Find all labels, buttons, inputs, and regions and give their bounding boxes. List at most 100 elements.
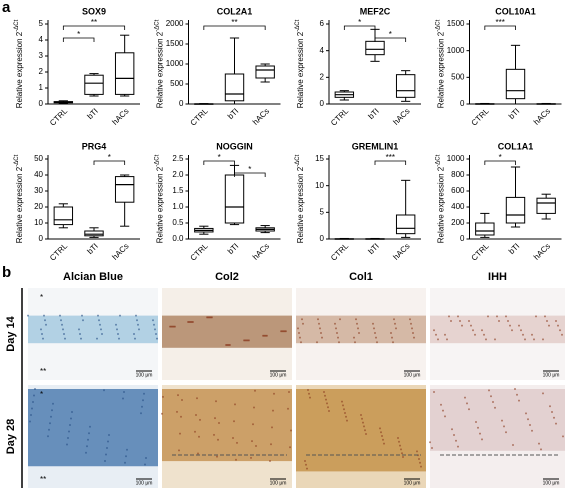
cell <box>522 333 524 336</box>
cell <box>105 453 107 456</box>
y-axis-label: Relative expression 2-ΔCt <box>435 19 446 108</box>
x-tick-label: bTI <box>85 107 100 122</box>
cell <box>542 392 544 395</box>
x-tick-label: hACs <box>391 242 411 262</box>
box <box>224 174 245 224</box>
cell <box>60 319 62 322</box>
y-tick-label: 0 <box>320 234 325 243</box>
y-axis-label-sup: -ΔCt <box>435 19 441 31</box>
cell <box>335 327 337 330</box>
tissue <box>162 315 292 348</box>
cell <box>319 327 321 330</box>
significance-bracket <box>93 160 126 165</box>
cell <box>437 338 439 341</box>
cell <box>135 314 137 317</box>
cell <box>41 333 43 335</box>
cell <box>217 438 219 441</box>
y-tick-label: 4 <box>320 46 325 55</box>
cell <box>468 320 470 322</box>
y-tick-label: 1.0 <box>172 202 184 211</box>
significance-label: * <box>218 153 221 162</box>
cell <box>475 421 477 423</box>
chart-title: PRG4 <box>82 141 107 151</box>
cell <box>511 329 513 332</box>
chart-title: COL2A1 <box>217 6 253 16</box>
asterisk: ** <box>40 475 46 484</box>
cell <box>251 440 253 443</box>
asterisk: ** <box>40 367 46 376</box>
cell <box>63 333 65 335</box>
y-tick-label: 6 <box>320 19 325 28</box>
y-tick-label: 4 <box>39 35 44 44</box>
cell <box>253 406 255 409</box>
cell <box>125 455 127 458</box>
cell <box>457 445 459 448</box>
cell <box>401 452 403 455</box>
cell <box>78 328 80 331</box>
cell <box>225 344 227 346</box>
cell <box>531 333 533 336</box>
significance-bracket <box>374 37 407 42</box>
cell <box>479 432 481 435</box>
y-axis-label-sup: -ΔCt <box>435 154 441 166</box>
cell <box>297 327 299 330</box>
y-axis-label-text: Relative expression 2 <box>296 31 305 108</box>
cell <box>254 389 256 392</box>
cell <box>216 455 218 458</box>
cell <box>309 396 311 399</box>
cell <box>393 318 395 321</box>
significance-label: *** <box>495 18 504 27</box>
cell <box>302 322 304 325</box>
cell <box>180 415 182 418</box>
cell <box>395 327 397 330</box>
x-tick-label: bTI <box>507 242 522 257</box>
cell <box>299 336 301 339</box>
cell <box>122 397 124 400</box>
cell <box>154 328 156 331</box>
cell <box>379 427 381 430</box>
cell <box>34 388 36 390</box>
cell <box>435 333 437 336</box>
cell <box>487 315 489 318</box>
cell <box>64 337 66 340</box>
cell <box>290 429 292 432</box>
cell <box>507 320 509 322</box>
cell <box>353 336 355 339</box>
significance-bracket <box>374 160 407 165</box>
column-header: Col1 <box>349 271 373 283</box>
cell <box>61 323 63 326</box>
cell <box>142 399 144 402</box>
cell <box>496 315 498 318</box>
cell <box>218 422 220 424</box>
cell <box>525 412 527 415</box>
cell <box>80 337 82 340</box>
cell <box>155 333 157 335</box>
cell <box>363 425 365 428</box>
cell <box>236 441 238 444</box>
x-tick-label: bTI <box>507 107 522 122</box>
cell <box>448 315 450 318</box>
box <box>255 65 275 79</box>
cell <box>444 333 446 336</box>
cell <box>520 329 522 332</box>
cell <box>141 405 143 408</box>
x-tick-label: CTRL <box>189 241 211 263</box>
cell <box>433 391 435 393</box>
significance-label: * <box>77 30 80 39</box>
cell <box>551 411 553 413</box>
y-axis-label-sup: -ΔCt <box>295 19 301 31</box>
y-tick-label: 0 <box>39 99 44 108</box>
cell <box>214 417 216 420</box>
significance-bracket <box>484 25 516 30</box>
scale-label: 100 μm <box>136 372 153 378</box>
cell <box>101 333 103 335</box>
significance-bracket <box>203 25 266 30</box>
cell <box>250 456 252 459</box>
cell <box>179 432 181 435</box>
box <box>114 176 135 203</box>
cell <box>307 389 309 391</box>
cell <box>446 338 448 341</box>
cell <box>40 328 42 331</box>
x-tick-label: hACs <box>532 107 552 127</box>
cell <box>544 315 546 318</box>
